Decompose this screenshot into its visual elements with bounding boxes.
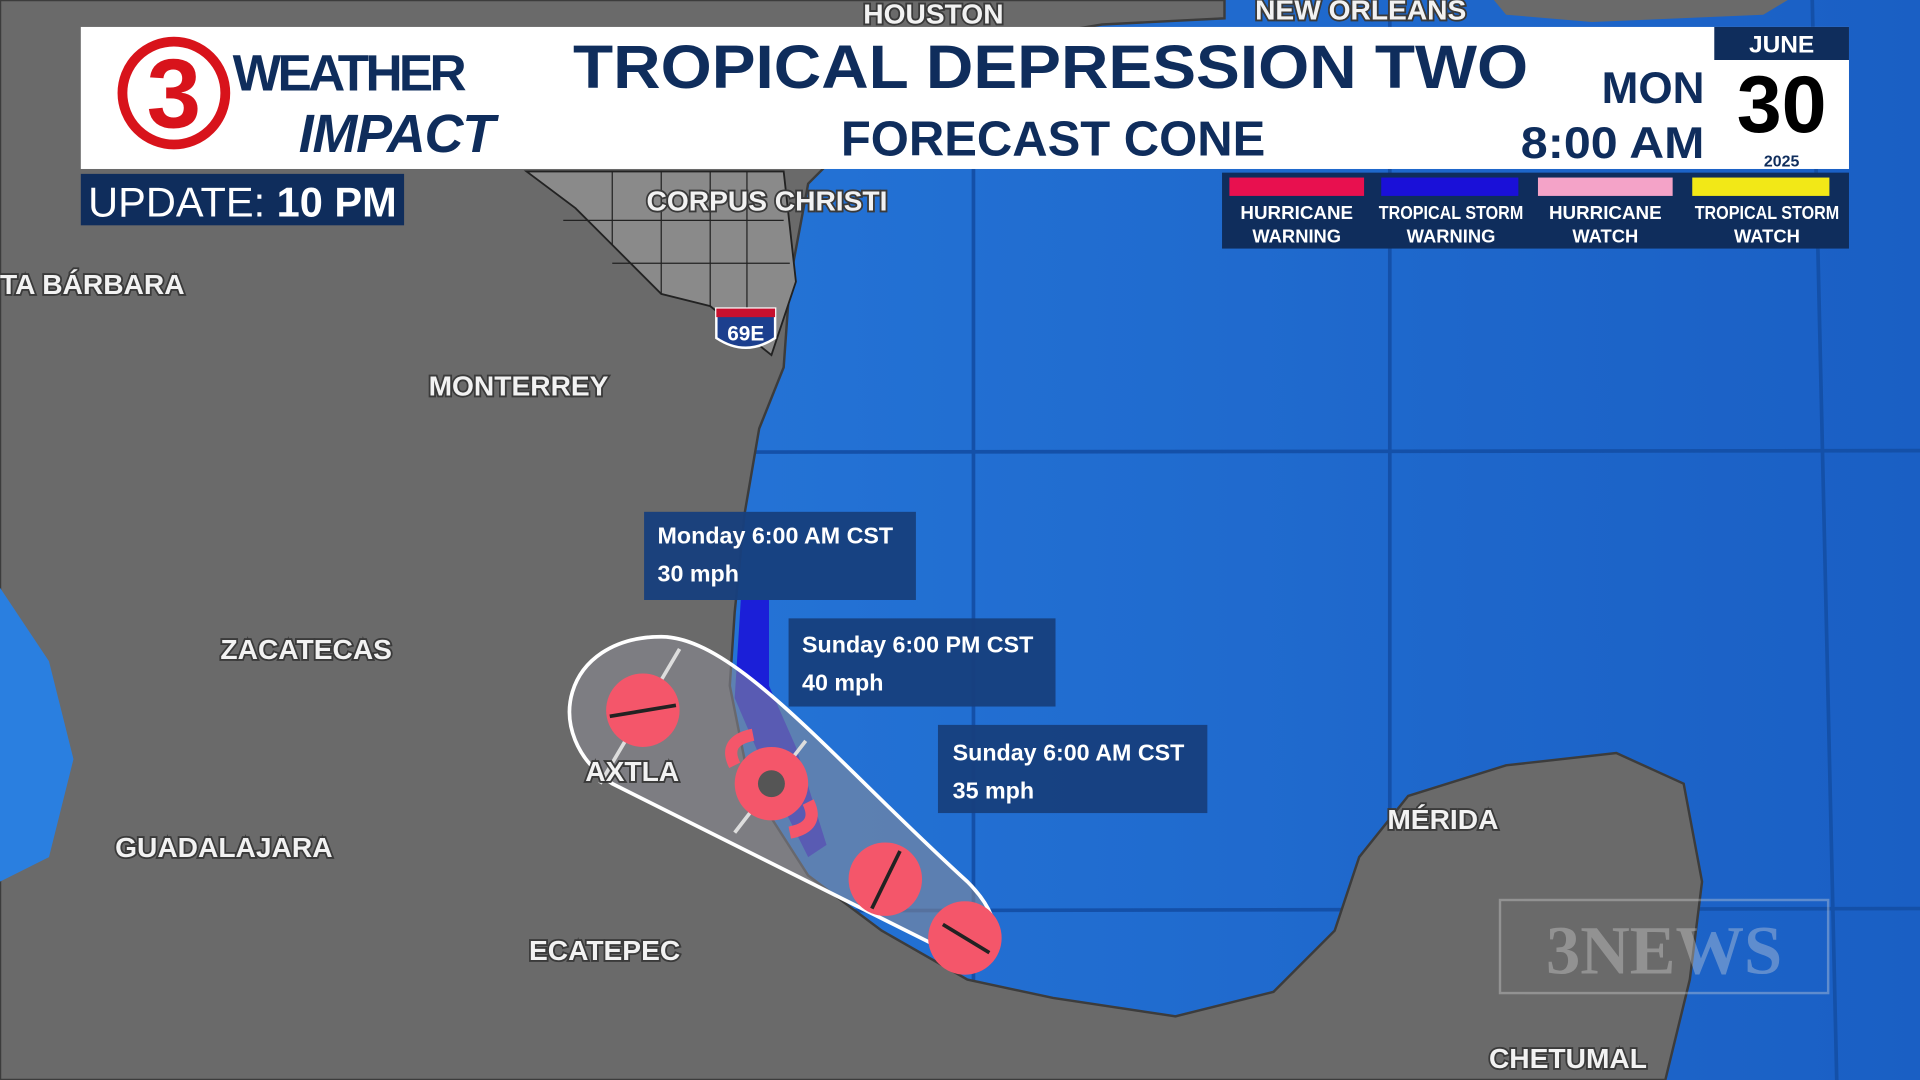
svg-text:3NEWS: 3NEWS (1546, 912, 1782, 988)
storm-marker-sunday-am (848, 842, 923, 916)
svg-text:HURRICANE: HURRICANE (1240, 202, 1353, 223)
land-west-coast (0, 587, 74, 882)
svg-text:WARNING: WARNING (1252, 225, 1341, 246)
svg-text:WATCH: WATCH (1734, 225, 1800, 246)
update-badge: UPDATE: 10 PM (80, 173, 405, 226)
city-ecatepec: ECATEPEC (529, 935, 680, 966)
storm-marker-forecast (606, 673, 680, 747)
svg-text:TROPICAL STORM: TROPICAL STORM (1379, 202, 1523, 223)
svg-text:JUNE: JUNE (1749, 32, 1814, 59)
city-merida: MÉRIDA (1387, 804, 1498, 835)
logo: 3 WEATHER IMPACT (117, 36, 500, 164)
city-houston: HOUSTON (863, 0, 1003, 29)
svg-text:TROPICAL STORM: TROPICAL STORM (1695, 202, 1839, 223)
city-axtla: AXTLA (585, 756, 679, 787)
city-guadalajara: GUADALAJARA (115, 832, 332, 863)
page-title: TROPICAL DEPRESSION TWO (573, 33, 1528, 101)
svg-text:Monday 6:00 AM CST: Monday 6:00 AM CST (658, 523, 894, 549)
watermark-3news: 3NEWS (1498, 898, 1830, 995)
svg-text:IMPACT: IMPACT (299, 104, 499, 164)
svg-text:35 mph: 35 mph (953, 777, 1034, 803)
city-corpus-christi: CORPUS CHRISTI (647, 186, 888, 217)
svg-text:UPDATE: 10 PM: UPDATE: 10 PM (88, 179, 397, 226)
city-new-orleans: NEW ORLEANS (1255, 0, 1466, 26)
svg-text:HURRICANE: HURRICANE (1549, 202, 1662, 223)
page-subtitle: FORECAST CONE (841, 113, 1265, 167)
svg-text:Sunday 6:00 AM CST: Sunday 6:00 AM CST (953, 739, 1185, 765)
date-block: JUNE MON 8:00 AM 30 2025 (1521, 26, 1849, 171)
svg-text:3: 3 (147, 38, 201, 148)
svg-text:MON: MON (1602, 64, 1705, 113)
forecast-label-monday-am: Monday 6:00 AM CST 30 mph (644, 511, 916, 600)
svg-text:WARNING: WARNING (1407, 225, 1496, 246)
svg-text:WEATHER: WEATHER (233, 44, 467, 102)
svg-text:30: 30 (1737, 60, 1827, 150)
city-chetumal: CHETUMAL (1489, 1043, 1647, 1074)
svg-text:8:00 AM: 8:00 AM (1521, 119, 1705, 168)
city-monterrey: MONTERREY (429, 371, 609, 402)
forecast-label-sunday-am: Sunday 6:00 AM CST 35 mph (937, 724, 1208, 814)
svg-text:69E: 69E (727, 322, 764, 345)
svg-text:40 mph: 40 mph (802, 670, 883, 696)
city-zacatecas: ZACATECAS (220, 634, 392, 665)
svg-text:2025: 2025 (1764, 154, 1800, 171)
svg-text:Sunday 6:00 PM CST: Sunday 6:00 PM CST (802, 632, 1033, 658)
land-top-right (1493, 0, 1788, 23)
storm-marker-current (928, 901, 1002, 975)
forecast-label-sunday-pm: Sunday 6:00 PM CST 40 mph (788, 618, 1056, 707)
storm-icon-tropical-storm (725, 728, 818, 839)
highway-shield: 69E (715, 307, 777, 349)
city-santa-barbara: TA BÁRBARA (0, 269, 185, 300)
header-bar (80, 26, 1849, 169)
svg-text:WATCH: WATCH (1572, 225, 1638, 246)
county-lines (563, 171, 790, 331)
svg-text:30 mph: 30 mph (658, 561, 739, 587)
